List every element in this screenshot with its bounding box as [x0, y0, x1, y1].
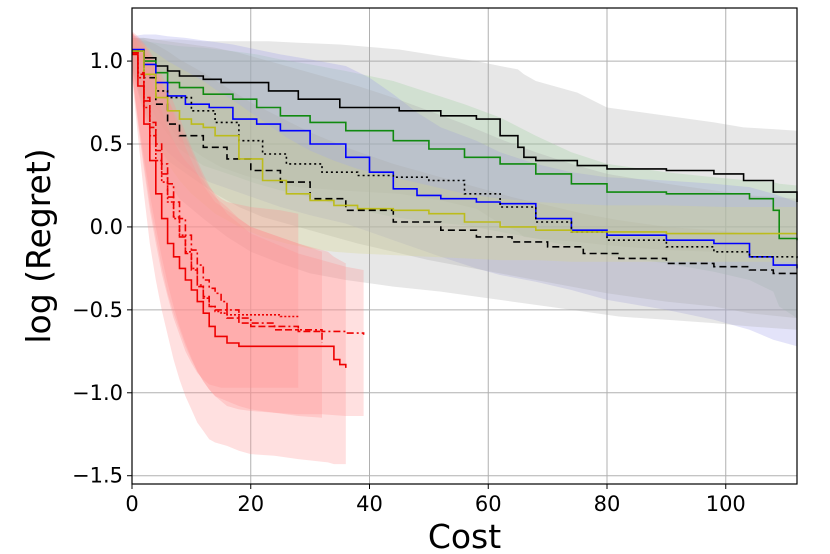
y-tick-label: −1.0: [72, 381, 123, 405]
plot-frame: [131, 7, 798, 485]
y-tick-label: 1.0: [90, 49, 123, 73]
line-black-dashed: [132, 50, 797, 275]
y-tick-label: 0.5: [90, 132, 123, 156]
band-black-dotted: [132, 37, 797, 319]
y-tick-label: −0.5: [72, 298, 123, 322]
band-red-solid: [132, 31, 346, 465]
line-red-solid: [132, 53, 347, 368]
x-axis-label: Cost: [428, 517, 501, 554]
band-red-dashdot: [132, 31, 364, 416]
y-tick-label: 0.0: [90, 215, 123, 239]
line-black-dotted: [132, 50, 798, 261]
line-green-solid: [132, 50, 798, 241]
line-black-solid: [132, 50, 798, 202]
confidence-bands: [132, 31, 797, 465]
x-tick-label: 100: [706, 492, 746, 516]
line-red-dotted: [132, 52, 300, 319]
x-tick-label: 20: [237, 492, 264, 516]
band-yellow-solid: [132, 37, 797, 262]
line-red-dashdot: [132, 52, 365, 335]
axis-ticks: 0 20 40 60 80 100 1.0 0.5 0.0 −0.5 −1.0 −1.5: [72, 49, 746, 516]
band-red-dashed: [132, 32, 322, 418]
x-tick-label: 0: [125, 492, 138, 516]
series-lines: [132, 48, 798, 368]
band-green-solid: [132, 39, 797, 319]
x-tick-label: 60: [475, 492, 502, 516]
line-blue-solid: [132, 48, 798, 269]
band-red-dotted: [132, 32, 299, 388]
x-tick-label: 80: [594, 492, 621, 516]
line-red-dashed: [132, 52, 323, 343]
line-yellow-solid: [132, 50, 797, 235]
x-tick-label: 40: [356, 492, 383, 516]
y-axis-label: log (Regret): [19, 148, 58, 343]
grid: [131, 8, 797, 484]
y-tick-label: −1.5: [72, 464, 123, 488]
